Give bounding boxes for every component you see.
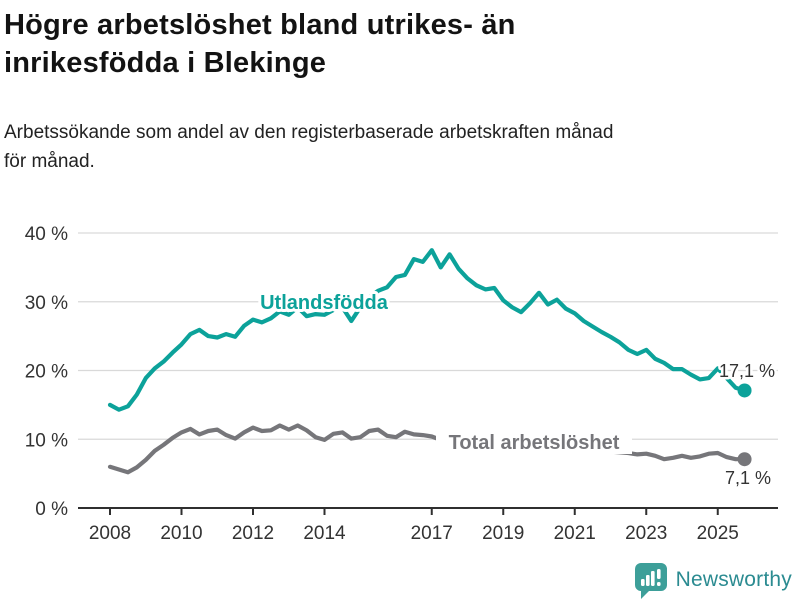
x-tick-label-2017: 2017 bbox=[411, 523, 453, 544]
y-tick-label-40: 40 % bbox=[25, 224, 68, 245]
series-label-total-arbetsloshet: Total arbetslöshet bbox=[449, 432, 620, 454]
x-tick-label-2014: 2014 bbox=[303, 523, 346, 544]
series-line-1 bbox=[107, 423, 747, 475]
x-tick-label-2021: 2021 bbox=[554, 523, 596, 544]
y-tick-label-20: 20 % bbox=[25, 362, 68, 383]
chart-subtitle-line2: för månad. bbox=[4, 151, 95, 172]
end-value-label-total: 7,1 % bbox=[725, 468, 771, 488]
x-tick-label-2012: 2012 bbox=[232, 523, 274, 544]
y-tick-label-0: 0 % bbox=[35, 499, 68, 520]
chart-title-line1: Högre arbetslöshet bland utrikes- än bbox=[4, 9, 516, 41]
chart-title: Högre arbetslöshet bland utrikes- än inr… bbox=[4, 6, 784, 82]
end-value-label-utlandsfodda: 17,1 % bbox=[719, 361, 775, 381]
x-axis-ticks bbox=[109, 508, 719, 515]
x-tick-label-2023: 2023 bbox=[625, 523, 667, 544]
x-tick-label-2010: 2010 bbox=[160, 523, 202, 544]
chart-title-line2: inrikesfödda i Blekinge bbox=[4, 47, 327, 79]
y-tick-label-30: 30 % bbox=[25, 293, 68, 314]
gridlines bbox=[78, 232, 778, 440]
newsworthy-logo-text: Newsworthy bbox=[675, 568, 792, 591]
chart-subtitle: Arbetssökande som andel av den registerb… bbox=[4, 118, 794, 176]
x-tick-label-2019: 2019 bbox=[482, 523, 524, 544]
series-end-dot-0 bbox=[737, 383, 752, 398]
total-label-background bbox=[436, 433, 632, 454]
x-axis-tick-labels: 2008 2010 2012 2014 2017 2019 2021 2023 2025 bbox=[89, 523, 739, 544]
x-tick-label-2025: 2025 bbox=[697, 523, 739, 544]
series-end-dot-1 bbox=[737, 452, 752, 467]
series-line-0 bbox=[107, 248, 747, 412]
bar-chart-speech-bubble-icon bbox=[634, 563, 667, 599]
chart-subtitle-line1: Arbetssökande som andel av den registerb… bbox=[4, 122, 614, 143]
series-label-utlandsfodda: Utlandsfödda bbox=[260, 292, 389, 314]
newsworthy-logo[interactable]: Newsworthy bbox=[633, 560, 792, 600]
x-tick-label-2008: 2008 bbox=[89, 523, 131, 544]
series-end-dots bbox=[737, 383, 752, 467]
series-lines bbox=[107, 248, 747, 475]
y-tick-label-10: 10 % bbox=[25, 430, 68, 451]
y-axis-tick-labels: 0 % 10 % 20 % 30 % 40 % bbox=[25, 224, 68, 520]
